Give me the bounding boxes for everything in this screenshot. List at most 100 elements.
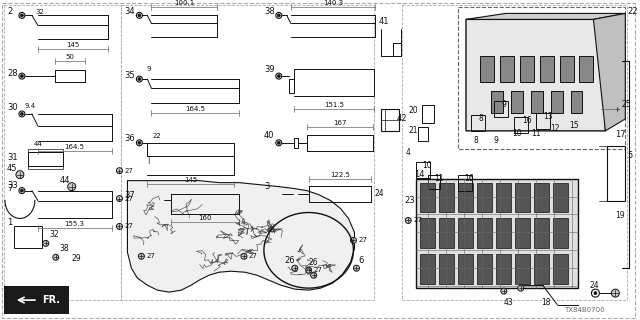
Text: 27: 27	[358, 237, 367, 244]
Bar	[496, 254, 511, 284]
Text: 44: 44	[60, 176, 70, 185]
Bar	[552, 183, 568, 212]
Bar	[515, 254, 530, 284]
Bar	[420, 219, 435, 248]
Text: 145: 145	[184, 177, 197, 183]
Text: 9: 9	[147, 66, 151, 72]
Text: 27: 27	[413, 218, 422, 223]
Text: 32: 32	[50, 230, 60, 239]
Text: 164.5: 164.5	[185, 106, 205, 112]
Circle shape	[594, 292, 597, 295]
Bar	[579, 56, 593, 82]
Text: 27: 27	[124, 196, 133, 202]
Circle shape	[611, 289, 620, 297]
Bar	[4, 286, 68, 314]
Bar	[520, 56, 534, 82]
Text: 8: 8	[479, 115, 484, 124]
Bar	[552, 219, 568, 248]
Polygon shape	[466, 13, 625, 20]
Text: 23: 23	[404, 196, 415, 205]
Text: 22: 22	[627, 7, 638, 16]
Text: FR.: FR.	[42, 295, 60, 305]
Circle shape	[20, 75, 24, 78]
Bar	[511, 91, 523, 113]
Bar	[28, 149, 63, 152]
Bar	[491, 91, 503, 113]
Bar	[4, 5, 122, 300]
Circle shape	[138, 14, 141, 17]
Text: 14: 14	[414, 170, 425, 179]
Circle shape	[116, 196, 122, 202]
Bar	[477, 254, 492, 284]
Bar	[477, 219, 492, 248]
Bar	[570, 91, 582, 113]
Text: |: |	[147, 157, 150, 164]
Text: 28: 28	[7, 68, 17, 78]
Text: 19: 19	[615, 211, 625, 220]
Circle shape	[138, 253, 145, 259]
Text: 27: 27	[147, 253, 156, 259]
Text: 41: 41	[378, 17, 389, 26]
Bar	[515, 183, 530, 212]
Bar	[514, 117, 528, 133]
Text: 43: 43	[504, 298, 513, 307]
Text: 15: 15	[570, 121, 579, 130]
Text: 8: 8	[474, 136, 479, 145]
Bar	[477, 183, 492, 212]
Circle shape	[20, 189, 24, 192]
Bar	[294, 138, 298, 148]
Polygon shape	[466, 20, 605, 131]
Bar	[140, 189, 164, 193]
Polygon shape	[593, 13, 625, 131]
Text: 44: 44	[34, 141, 43, 147]
Bar	[428, 175, 440, 188]
Text: 4: 4	[405, 148, 410, 157]
Text: 50: 50	[65, 54, 74, 60]
Bar	[416, 162, 430, 178]
Text: 20: 20	[408, 107, 418, 116]
Bar	[418, 127, 428, 141]
Circle shape	[501, 288, 507, 294]
Circle shape	[353, 265, 360, 271]
Circle shape	[138, 78, 141, 81]
Text: 27: 27	[249, 253, 258, 259]
Text: 9.4: 9.4	[25, 103, 36, 109]
Text: 34: 34	[124, 7, 135, 16]
Text: 24: 24	[374, 189, 384, 198]
Bar	[458, 183, 473, 212]
Text: 12: 12	[550, 124, 560, 133]
Text: 11: 11	[531, 129, 540, 138]
Text: 7: 7	[7, 184, 12, 193]
Bar	[496, 183, 511, 212]
Circle shape	[277, 141, 280, 144]
Bar	[289, 79, 294, 93]
Circle shape	[20, 14, 24, 17]
Bar	[458, 175, 472, 191]
Text: 25: 25	[621, 100, 631, 109]
Text: 36: 36	[124, 134, 135, 143]
Text: 38: 38	[60, 244, 69, 253]
Bar	[458, 219, 473, 248]
Text: 100.1: 100.1	[174, 0, 195, 6]
Bar	[420, 254, 435, 284]
Bar	[140, 193, 164, 206]
Circle shape	[351, 237, 356, 243]
Text: 6: 6	[358, 256, 364, 265]
Text: 35: 35	[124, 71, 135, 80]
Text: TX84B0700: TX84B0700	[564, 307, 604, 313]
Bar	[439, 219, 454, 248]
Bar	[28, 166, 63, 169]
Circle shape	[116, 168, 122, 174]
Text: 17: 17	[615, 130, 626, 139]
Text: 9: 9	[494, 136, 499, 145]
Circle shape	[241, 253, 247, 259]
Text: 140.3: 140.3	[323, 0, 343, 6]
Bar	[439, 183, 454, 212]
Bar	[494, 101, 508, 117]
Bar	[458, 254, 473, 284]
Text: 1: 1	[7, 218, 12, 227]
Bar	[420, 183, 435, 212]
Bar	[500, 56, 514, 82]
Bar	[458, 7, 625, 149]
Text: 122.5: 122.5	[330, 172, 350, 178]
